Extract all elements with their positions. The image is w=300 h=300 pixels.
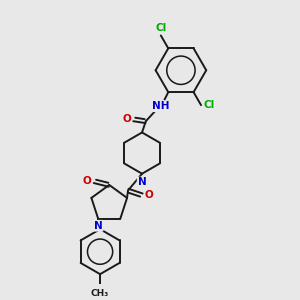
Text: NH: NH (152, 101, 169, 111)
Text: O: O (83, 176, 92, 186)
Text: N: N (138, 178, 146, 188)
Text: O: O (122, 114, 131, 124)
Text: O: O (145, 190, 154, 200)
Text: Cl: Cl (155, 23, 166, 34)
Text: CH₃: CH₃ (91, 289, 109, 298)
Text: Cl: Cl (204, 100, 215, 110)
Text: N: N (94, 221, 103, 231)
